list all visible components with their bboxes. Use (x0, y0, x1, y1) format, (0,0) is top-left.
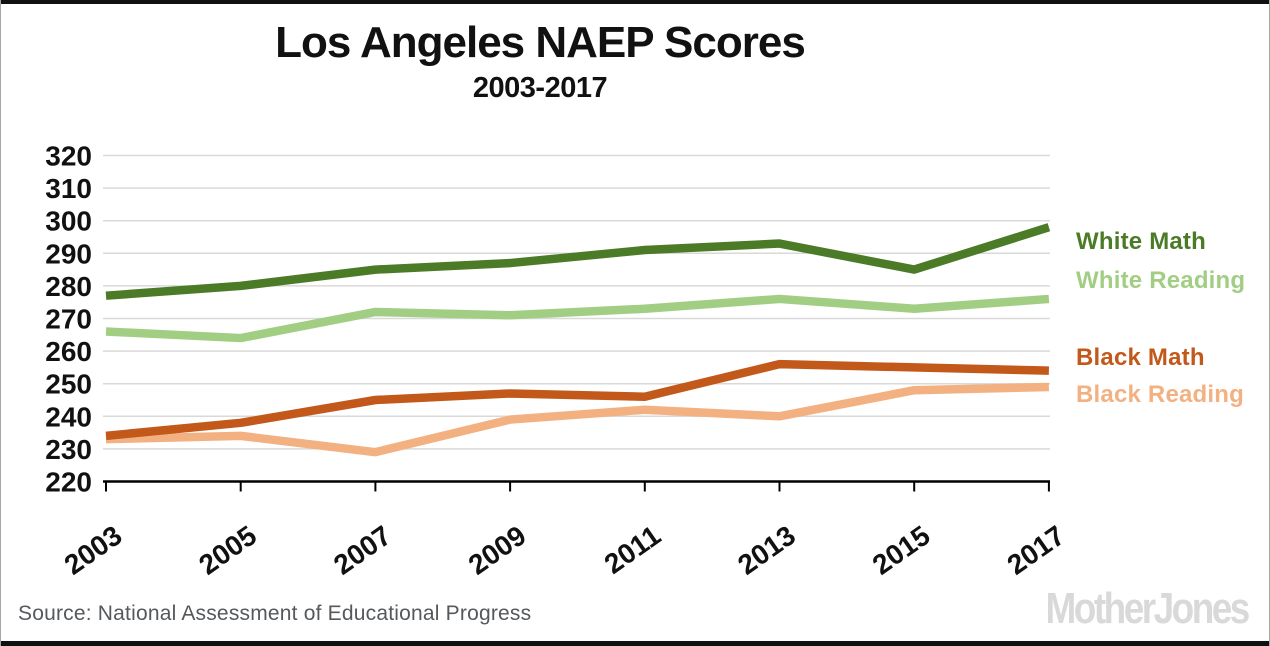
page-title: Los Angeles NAEP Scores (275, 18, 806, 67)
title-block: Los Angeles NAEP Scores 2003-2017 (0, 18, 1080, 105)
series-line-white-reading (105, 294, 1050, 343)
legend-black-reading: Black Reading (1076, 381, 1244, 408)
x-tick-label-2011: 2011 (599, 520, 667, 580)
series-line-black-math (105, 359, 1050, 441)
x-tick-label-2017: 2017 (1002, 520, 1071, 581)
legend-white-reading: White Reading (1076, 267, 1246, 294)
left-border-line (0, 0, 1, 646)
x-tick-label-2003: 2003 (59, 520, 128, 581)
source-credit: Source: National Assessment of Education… (18, 602, 532, 625)
x-tick-label-2009: 2009 (463, 520, 532, 581)
x-tick-label-2005: 2005 (193, 520, 262, 581)
y-tick-label-260: 260 (45, 336, 92, 367)
y-tick-label-280: 280 (45, 271, 92, 302)
y-tick-label-270: 270 (45, 304, 92, 335)
mother-jones-logo: MotherJones (1045, 584, 1251, 633)
y-tick-label-240: 240 (45, 401, 92, 432)
page-subtitle: 2003-2017 (472, 72, 608, 105)
y-tick-label-300: 300 (45, 206, 92, 237)
top-border-bar (0, 0, 1270, 4)
y-tick-label-310: 310 (45, 173, 92, 204)
y-tick-label-290: 290 (45, 238, 92, 269)
x-tick-label-2007: 2007 (328, 520, 397, 581)
y-tick-label-230: 230 (45, 434, 92, 465)
y-tick-label-220: 220 (45, 467, 92, 498)
y-tick-label-320: 320 (45, 141, 92, 172)
legend-white-math: White Math (1076, 228, 1206, 255)
legend-black-math: Black Math (1076, 344, 1205, 371)
x-tick-label-2013: 2013 (732, 520, 801, 581)
bottom-border-bar (0, 641, 1270, 646)
y-tick-label-250: 250 (45, 369, 92, 400)
x-tick-label-2015: 2015 (867, 520, 936, 581)
series-line-black-reading (105, 382, 1050, 457)
series-line-white-math (105, 223, 1051, 300)
